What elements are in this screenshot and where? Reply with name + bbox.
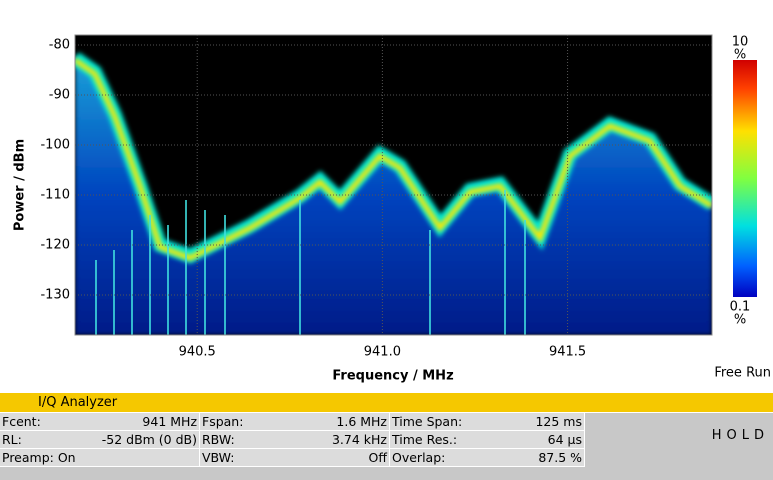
status-title: I/Q Analyzer xyxy=(38,395,118,410)
x-tick-label: 941.0 xyxy=(364,345,401,360)
y-tick-label: -80 xyxy=(49,38,70,53)
y-tick-label: -90 xyxy=(49,88,70,103)
status-label: Fspan: xyxy=(202,414,244,429)
state: HOLD xyxy=(711,428,769,443)
status-label: Time Res.: xyxy=(392,432,458,447)
status-value: 64 µs xyxy=(547,432,582,447)
status-label: Time Span: xyxy=(392,414,463,429)
y-tick-label: -110 xyxy=(40,188,70,203)
status-cell: RBW: 3.74 kHz xyxy=(200,431,390,449)
colorbar-unit: % xyxy=(734,48,746,63)
status-value: 3.74 kHz xyxy=(331,432,387,447)
plot-frame xyxy=(74,34,713,336)
status-cell: Fcent: 941 MHz xyxy=(0,413,200,431)
y-tick-label: -130 xyxy=(40,288,70,303)
x-axis-label: Frequency / MHz xyxy=(332,369,453,384)
y-axis-label: Power / dBm xyxy=(13,139,28,231)
status-cell: Time Res.: 64 µs xyxy=(390,431,585,449)
chart: Power / dBm Frequency / MHz Free Run 10 … xyxy=(13,34,771,384)
status-cell: RL: -52 dBm (0 dB) xyxy=(0,431,200,449)
status-value: Off xyxy=(368,450,387,465)
y-tick-label: -120 xyxy=(40,238,70,253)
status-label: Overlap: xyxy=(392,450,446,465)
status-cell: VBW: Off xyxy=(200,449,390,467)
status-title-bar: I/Q Analyzer xyxy=(0,393,773,412)
status-label: Fcent: xyxy=(2,414,41,429)
colorbar-max: 10 xyxy=(732,35,749,50)
status-cell: Fspan: 1.6 MHz xyxy=(200,413,390,431)
trigger-mode: Free Run xyxy=(714,366,771,381)
status-value: 125 ms xyxy=(535,414,582,429)
y-tick-label: -100 xyxy=(40,138,70,153)
status-label: RL: xyxy=(2,432,22,447)
status-label: VBW: xyxy=(202,450,235,465)
x-tick-label: 941.5 xyxy=(549,345,586,360)
status-value: -52 dBm (0 dB) xyxy=(101,432,197,447)
status-value: 87.5 % xyxy=(538,450,582,465)
status-label: Preamp: On xyxy=(2,450,76,465)
status-cell: Preamp: On xyxy=(0,449,200,467)
status-value: 1.6 MHz xyxy=(336,414,387,429)
state-panel: HOLD xyxy=(585,413,773,480)
status-cell: Overlap: 87.5 % xyxy=(390,449,585,467)
trace-spikes xyxy=(95,190,526,335)
x-tick-label: 940.5 xyxy=(179,345,216,360)
status-value: 941 MHz xyxy=(142,414,197,429)
colorbar-min: 0.1 xyxy=(730,300,751,315)
status-label: RBW: xyxy=(202,432,235,447)
footer xyxy=(0,467,585,480)
colorbar xyxy=(733,60,757,297)
status-cell: Time Span: 125 ms xyxy=(390,413,585,431)
colorbar-unit: % xyxy=(734,313,746,328)
